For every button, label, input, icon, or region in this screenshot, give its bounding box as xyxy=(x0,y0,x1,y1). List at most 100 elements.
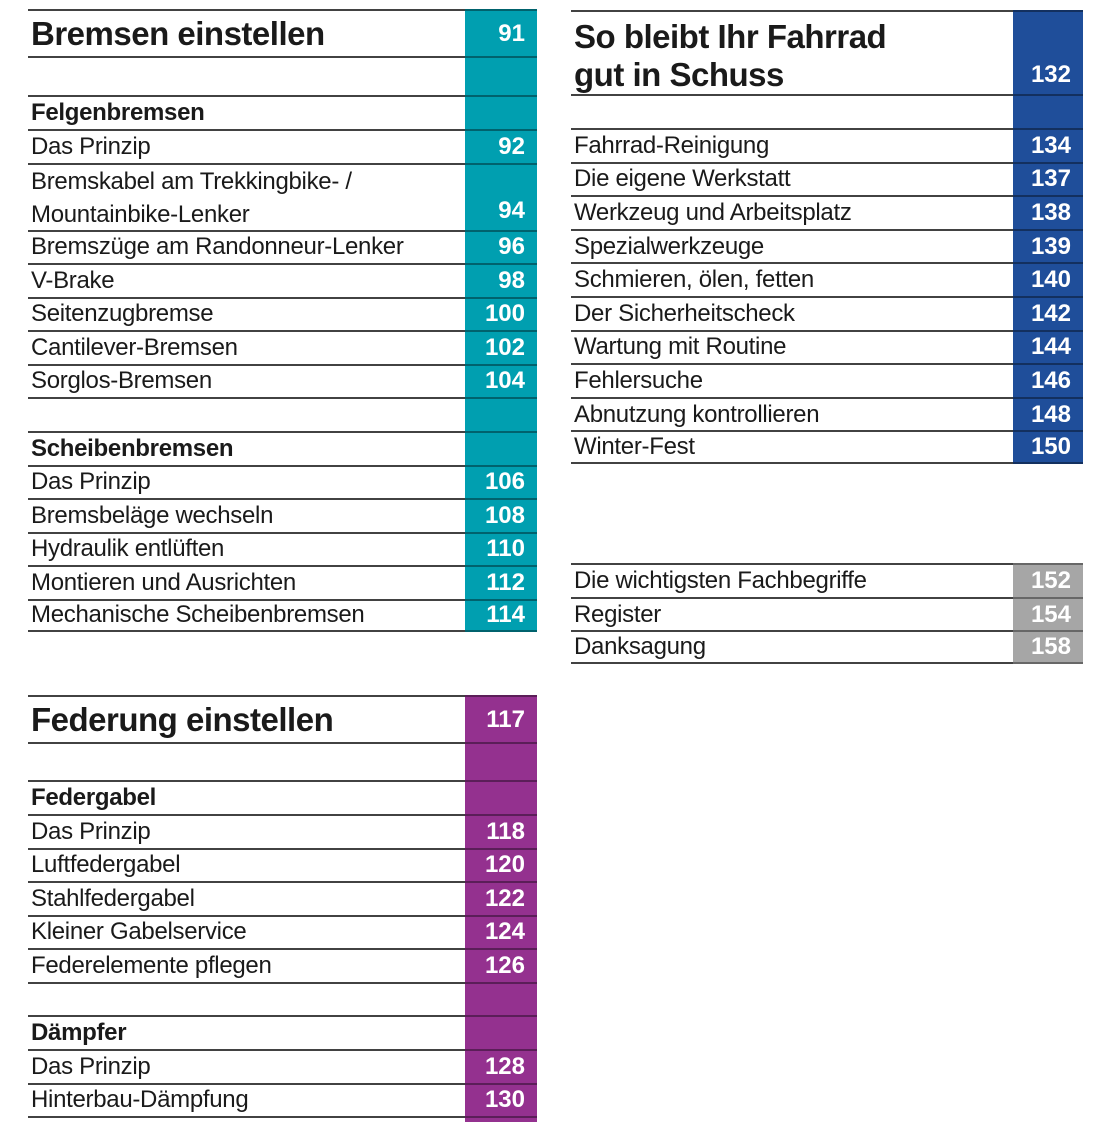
spacer-row xyxy=(28,1116,537,1122)
entry-label-cell: Das Prinzip xyxy=(28,1049,465,1083)
page-number-band xyxy=(465,56,537,95)
page-number: 158 xyxy=(1030,633,1071,661)
page-number-band: 110 xyxy=(465,531,537,565)
entry-label: Das Prinzip xyxy=(31,817,151,845)
page-number: 94 xyxy=(498,196,525,224)
entry-label-cell: Sorglos-Bremsen xyxy=(28,363,465,397)
toc-entry-row: Kleiner Gabelservice 124 xyxy=(28,914,537,948)
entry-label-cell: Wartung mit Routine xyxy=(571,329,1013,364)
page-number-band: 144 xyxy=(1013,329,1083,364)
entry-label: Montieren und Ausrichten xyxy=(31,568,296,596)
page-number-band: 158 xyxy=(1013,630,1083,665)
entry-label: Schmieren, ölen, fetten xyxy=(574,266,814,294)
entry-label-cell: Stahlfedergabel xyxy=(28,881,465,915)
page-number: 144 xyxy=(1030,333,1071,361)
entry-label: Wartung mit Routine xyxy=(574,333,787,361)
toc-entry-row: Bremszüge am Randonneur-Lenker 96 xyxy=(28,229,537,263)
entry-label-cell: Montieren und Ausrichten xyxy=(28,565,465,599)
toc-entry-row: Stahlfedergabel 122 xyxy=(28,881,537,915)
entry-label-cell: Federung einstellen xyxy=(28,695,465,742)
section-title-row: So bleibt Ihr Fahrrad gut in Schuss 132 xyxy=(571,10,1083,94)
page-number: 114 xyxy=(486,601,525,629)
toc-entry-row: Sorglos-Bremsen 104 xyxy=(28,363,537,397)
page-number-band: 140 xyxy=(1013,262,1083,296)
entry-label-cell xyxy=(28,56,465,95)
page-number: 91 xyxy=(498,19,525,47)
page-number-band: 118 xyxy=(465,814,537,848)
entry-label-cell: Seitenzugbremse xyxy=(28,296,465,330)
section-bremsen-einstellen: Bremsen einstellen 91 Felgenbremsen Das Pri… xyxy=(28,9,537,632)
entry-label-cell: Fehlersuche xyxy=(571,363,1013,397)
page-number: 152 xyxy=(1030,566,1071,594)
toc-entry-row: Danksagung 158 xyxy=(571,630,1083,665)
page-number: 137 xyxy=(1030,165,1071,193)
entry-label: Stahlfedergabel xyxy=(31,884,195,912)
page-number: 118 xyxy=(486,817,525,845)
subsection-header-row: Felgenbremsen xyxy=(28,95,537,129)
entry-label-cell: Werkzeug und Arbeitsplatz xyxy=(571,195,1013,229)
page-number-band: 108 xyxy=(465,498,537,532)
entry-label-cell: So bleibt Ihr Fahrrad gut in Schuss xyxy=(571,10,1013,94)
subsection-header-row: Scheibenbremsen xyxy=(28,430,537,465)
toc-entry-row: Werkzeug und Arbeitsplatz 138 xyxy=(571,195,1083,229)
entry-label-cell: Bremszüge am Randonneur-Lenker xyxy=(28,229,465,263)
subsection-header: Dämpfer xyxy=(31,1019,127,1046)
entry-label: Werkzeug und Arbeitsplatz xyxy=(574,198,852,226)
page-number-band: 139 xyxy=(1013,228,1083,263)
page-number-band: 104 xyxy=(465,363,537,397)
toc-entry-row: Montieren und Ausrichten 112 xyxy=(28,565,537,599)
section-title: Bremsen einstellen xyxy=(31,14,325,52)
entry-label: Die wichtigsten Fachbegriffe xyxy=(574,566,867,594)
toc-entry-row: Fehlersuche 146 xyxy=(571,363,1083,397)
page-number-band: 114 xyxy=(465,598,537,632)
page-number-band: 128 xyxy=(465,1049,537,1083)
page-number: 154 xyxy=(1030,600,1071,628)
entry-label: Winter-Fest xyxy=(574,433,695,461)
page-number-band: 96 xyxy=(465,229,537,263)
section-so-bleibt-ihr-fahrrad: So bleibt Ihr Fahrrad gut in Schuss 132 Fah… xyxy=(571,10,1083,464)
page-number: 112 xyxy=(486,568,525,596)
subsection-header: Scheibenbremsen xyxy=(31,434,234,462)
subsection-header-row: Federgabel xyxy=(28,780,537,814)
toc-entry-row: Wartung mit Routine 144 xyxy=(571,329,1083,364)
section-title-line2: gut in Schuss xyxy=(574,56,784,93)
page-number-band: 117 xyxy=(465,695,537,742)
entry-label: Register xyxy=(574,600,661,628)
entry-label-cell: Das Prinzip xyxy=(28,464,465,498)
page-number: 108 xyxy=(484,501,525,529)
entry-label-cell: Schmieren, ölen, fetten xyxy=(571,262,1013,296)
page-number-band: 132 xyxy=(1013,10,1083,94)
entry-label-cell: Hydraulik entlüften xyxy=(28,531,465,565)
entry-label: Das Prinzip xyxy=(31,468,151,496)
entry-label-cell: Federgabel xyxy=(28,780,465,814)
page-number-band xyxy=(465,981,537,1015)
entry-label: Das Prinzip xyxy=(31,132,151,160)
entry-label: Sorglos-Bremsen xyxy=(31,367,212,395)
entry-label-cell: Die wichtigsten Fachbegriffe xyxy=(571,563,1013,597)
subsection-header-row: Dämpfer xyxy=(28,1015,537,1049)
toc-entry-row: Cantilever-Bremsen 102 xyxy=(28,330,537,364)
toc-entry-row: Seitenzugbremse 100 xyxy=(28,296,537,330)
entry-label-cell: Die eigene Werkstatt xyxy=(571,161,1013,196)
toc-entry-row: Winter-Fest 150 xyxy=(571,430,1083,464)
page-number-band xyxy=(1013,94,1083,128)
page-number: 132 xyxy=(1030,61,1071,88)
page-number: 139 xyxy=(1030,232,1071,260)
page-number: 130 xyxy=(484,1086,525,1114)
entry-label: Kleiner Gabelservice xyxy=(31,918,247,946)
section-title-line1: So bleibt Ihr Fahrrad xyxy=(574,18,887,55)
toc-entry-row: Das Prinzip 128 xyxy=(28,1049,537,1083)
page-number: 98 xyxy=(498,266,525,294)
entry-label-cell: Mechanische Scheibenbremsen xyxy=(28,598,465,632)
page-number-band: 142 xyxy=(1013,295,1083,330)
toc-entry-row: Das Prinzip 118 xyxy=(28,814,537,848)
page-number-band xyxy=(465,430,537,465)
entry-label-cell: Luftfedergabel xyxy=(28,847,465,881)
section-glossar-register: Die wichtigsten Fachbegriffe 152 Register 1… xyxy=(571,563,1083,665)
spacer-row xyxy=(571,94,1083,128)
entry-label-cell: Fahrrad-Reinigung xyxy=(571,128,1013,162)
toc-entry-row: Hydraulik entlüften 110 xyxy=(28,531,537,565)
entry-label-cell: Bremsen einstellen xyxy=(28,9,465,56)
toc-entry-row: Abnutzung kontrollieren 148 xyxy=(571,396,1083,431)
page-number: 104 xyxy=(484,367,525,395)
